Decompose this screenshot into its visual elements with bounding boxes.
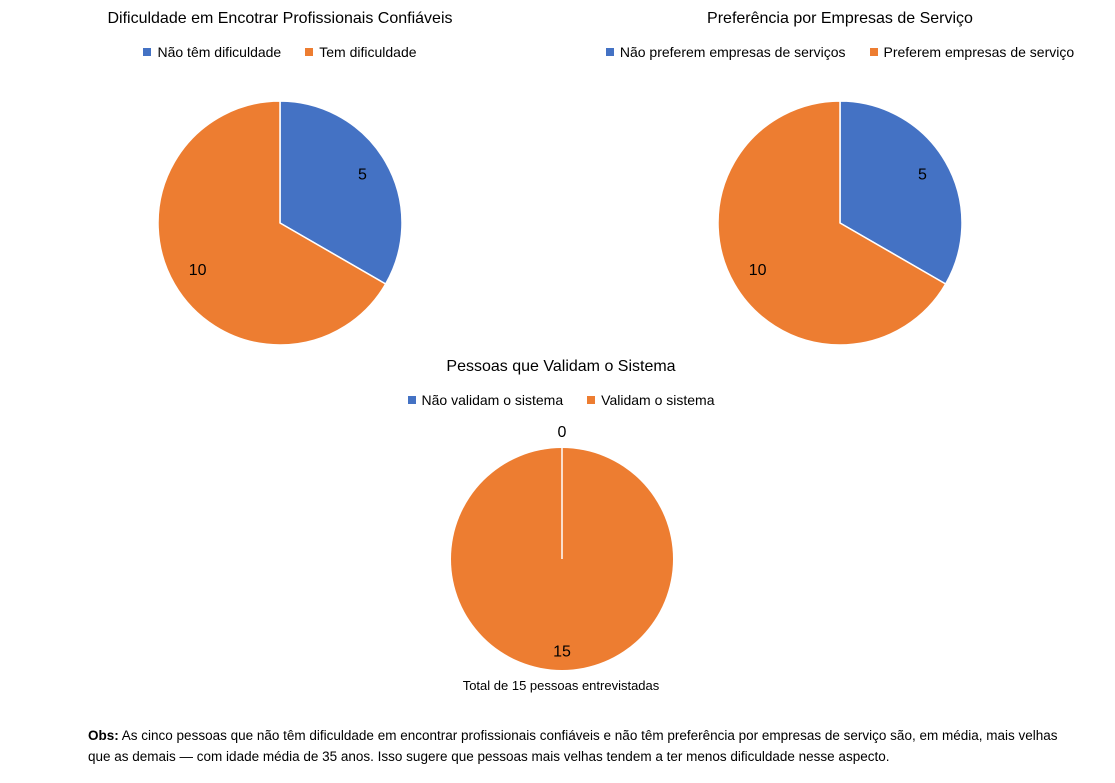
legend-label: Validam o sistema	[601, 392, 715, 408]
legend-label: Não preferem empresas de serviços	[619, 44, 846, 60]
chart-dificuldade: Dificuldade em Encotrar Profissionais Co…	[0, 0, 560, 350]
pie-data-label: 5	[358, 167, 367, 184]
legend-swatch-orange	[587, 396, 596, 404]
pie-chart-validam: 0 15	[451, 424, 673, 670]
pie-slice-n-o-preferem-empresas-de-servi-os	[839, 100, 963, 285]
pie-data-label: 10	[189, 262, 207, 279]
chart-legend: Não validam o sistema Validam o sistema	[281, 392, 841, 408]
pie-slice-preferem-empresas-de-servi-o	[717, 100, 947, 346]
pie-slice-n-o-t-m-dificuldade	[279, 100, 403, 285]
legend-entry-validam: Validam o sistema	[587, 392, 714, 408]
observation-note: Obs: As cinco pessoas que não têm dificu…	[88, 725, 1058, 767]
legend-entry-tem-dificuldade: Tem dificuldade	[305, 44, 417, 60]
chart-preferencia: Preferência por Empresas de Serviço Não …	[560, 0, 1115, 350]
pie-data-label: 10	[749, 262, 767, 279]
legend-swatch-orange	[869, 48, 878, 56]
observation-text: As cinco pessoas que não têm dificuldade…	[88, 728, 1058, 764]
legend-entry-preferem: Preferem empresas de serviço	[869, 44, 1075, 60]
chart-title: Preferência por Empresas de Serviço	[707, 10, 973, 27]
legend-label: Tem dificuldade	[319, 44, 417, 60]
pie-data-label: 5	[918, 167, 927, 184]
pie-data-label: 0	[558, 424, 567, 441]
legend-label: Não validam o sistema	[421, 392, 564, 408]
legend-swatch-blue	[143, 48, 152, 56]
chart-title: Dificuldade em Encotrar Profissionais Co…	[107, 10, 453, 27]
observation-label: Obs:	[88, 728, 119, 743]
chart-validam: Pessoas que Validam o Sistema Não valida…	[281, 350, 841, 710]
legend-label: Preferem empresas de serviço	[883, 44, 1075, 60]
chart-legend: Não têm dificuldade Tem dificuldade	[0, 44, 560, 60]
legend-entry-nao-validam: Não validam o sistema	[407, 392, 564, 408]
chart-title: Pessoas que Validam o Sistema	[446, 358, 676, 375]
legend-entry-nao-tem-dificuldade: Não têm dificuldade	[143, 44, 281, 60]
legend-entry-nao-preferem: Não preferem empresas de serviços	[605, 44, 846, 60]
pie-slice-tem-dificuldade	[157, 100, 387, 346]
legend-label: Não têm dificuldade	[157, 44, 282, 60]
total-footnote: Total de 15 pessoas entrevistadas	[462, 678, 660, 693]
pie-chart-preferencia: 5 10	[717, 100, 963, 346]
legend-swatch-blue	[407, 396, 416, 404]
legend-swatch-blue	[605, 48, 614, 56]
legend-swatch-orange	[305, 48, 314, 56]
pie-chart-dificuldade: 5 10	[157, 100, 403, 346]
chart-legend: Não preferem empresas de serviços Prefer…	[560, 44, 1115, 60]
pie-data-label: 15	[553, 643, 571, 660]
